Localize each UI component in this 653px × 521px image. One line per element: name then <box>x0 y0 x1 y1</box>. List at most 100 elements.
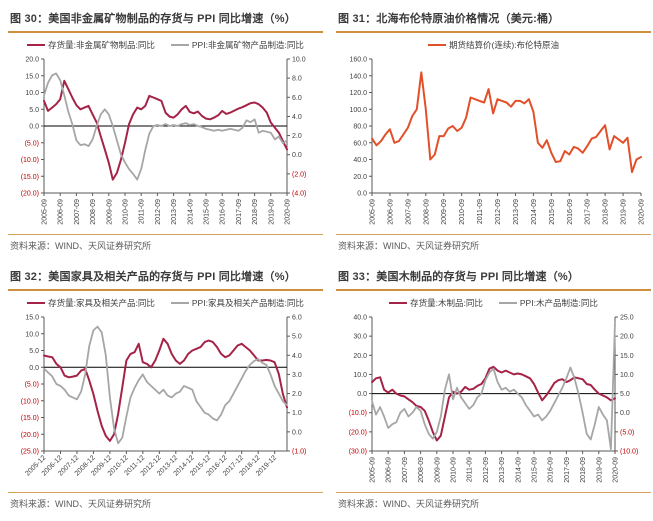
chart-legend: 期货结算价(连续):布伦特原油 <box>336 39 651 51</box>
svg-text:0.0: 0.0 <box>292 429 302 436</box>
svg-text:(10.0): (10.0) <box>21 157 39 164</box>
svg-text:2008-09: 2008-09 <box>90 199 97 225</box>
legend-dash-icon <box>27 301 46 305</box>
svg-text:(25.0): (25.0) <box>21 449 39 456</box>
svg-text:2012-09: 2012-09 <box>495 199 502 225</box>
data-source-note: 资料来源：WIND、天风证券研究所 <box>8 234 323 252</box>
svg-text:20.0: 20.0 <box>620 334 634 341</box>
svg-text:2013-09: 2013-09 <box>499 457 506 483</box>
line-chart-brent-oil-price: 160.0140.0120.0100.080.060.040.020.00.02… <box>349 57 646 225</box>
svg-text:2011-09: 2011-09 <box>467 457 474 482</box>
svg-text:2014-09: 2014-09 <box>515 457 522 483</box>
svg-text:(10.0): (10.0) <box>620 449 638 456</box>
svg-text:2015-09: 2015-09 <box>549 199 556 225</box>
chart-legend: 存货量:木制品:同比 PPI:木产品制造:同比 <box>336 297 651 309</box>
figure-title: 图 33：美国木制品的存货与 PPI 同比增速（%） <box>336 266 651 291</box>
legend-dash-icon <box>498 301 517 305</box>
figure-title: 图 32：美国家具及相关产品的存货与 PPI 同比增速（%） <box>8 266 323 291</box>
svg-text:2006-09: 2006-09 <box>386 457 393 483</box>
svg-text:2006-09: 2006-09 <box>58 199 65 225</box>
legend-label: PPI:非金属矿物产品制造:同比 <box>191 40 304 50</box>
svg-text:2017-09: 2017-09 <box>564 457 571 483</box>
svg-text:2006-09: 2006-09 <box>387 199 394 225</box>
svg-text:2016-09: 2016-09 <box>567 199 574 225</box>
legend-item: PPI:木产品制造:同比 <box>498 297 598 309</box>
legend-dash-icon <box>27 43 46 47</box>
svg-text:2007-09: 2007-09 <box>74 199 81 225</box>
svg-text:15.0: 15.0 <box>25 73 39 80</box>
svg-text:3.0: 3.0 <box>292 372 302 379</box>
svg-text:30.0: 30.0 <box>353 334 367 341</box>
line-chart-inventory-ppi-wood: 40.0 30.0 20.0 10.0 0.0 (10.0) (20.0) (30.0) 25.… <box>349 315 639 483</box>
svg-text:2018-09: 2018-09 <box>252 199 259 225</box>
svg-text:0.0: 0.0 <box>29 365 39 372</box>
svg-text:10.0: 10.0 <box>292 57 306 64</box>
legend-item: 期货结算价(连续):布伦特原油 <box>427 39 560 51</box>
svg-text:1.0: 1.0 <box>292 410 302 417</box>
svg-text:0.0: 0.0 <box>357 391 367 398</box>
svg-text:2020-09: 2020-09 <box>639 199 646 225</box>
svg-text:20.0: 20.0 <box>353 174 367 181</box>
legend-item: PPI:非金属矿物产品制造:同比 <box>170 39 304 51</box>
svg-text:2.0: 2.0 <box>292 133 302 140</box>
svg-text:5.0: 5.0 <box>29 348 39 355</box>
legend-label: 存货量:家具及相关产品:同比 <box>48 298 155 308</box>
svg-text:(10.0): (10.0) <box>21 398 39 405</box>
svg-text:5.0: 5.0 <box>292 334 302 341</box>
legend-item: PPI:家具及相关产品制造:同比 <box>170 297 304 309</box>
svg-text:(1.0): (1.0) <box>292 449 306 456</box>
svg-text:2013-09: 2013-09 <box>171 199 178 225</box>
svg-text:10.0: 10.0 <box>620 372 634 379</box>
svg-text:2010-09: 2010-09 <box>123 199 130 225</box>
svg-text:2012-09: 2012-09 <box>155 199 162 225</box>
svg-text:(20.0): (20.0) <box>21 432 39 439</box>
figure-panel-30: 图 30：美国非金属矿物制品的存货与 PPI 同比增速（%） 存货量:非金属矿物… <box>8 8 323 252</box>
svg-text:2.0: 2.0 <box>292 391 302 398</box>
svg-text:2007-09: 2007-09 <box>405 199 412 225</box>
data-source-note: 资料来源：WIND、天风证券研究所 <box>8 492 323 510</box>
svg-text:2013-09: 2013-09 <box>513 199 520 225</box>
svg-text:60.0: 60.0 <box>353 140 367 147</box>
svg-text:2008-09: 2008-09 <box>423 199 430 225</box>
svg-text:2019-09: 2019-09 <box>621 199 628 225</box>
svg-text:2015-09: 2015-09 <box>204 199 211 225</box>
legend-label: 期货结算价(连续):布伦特原油 <box>448 40 560 50</box>
svg-text:10.0: 10.0 <box>25 331 39 338</box>
svg-text:4.0: 4.0 <box>292 114 302 121</box>
svg-text:20.0: 20.0 <box>353 353 367 360</box>
figure-title: 图 31：北海布伦特原油价格情况（美元:桶） <box>336 8 651 33</box>
svg-text:4.0: 4.0 <box>292 353 302 360</box>
svg-text:2009-09: 2009-09 <box>441 199 448 225</box>
svg-text:6.0: 6.0 <box>292 315 302 322</box>
svg-text:2011-09: 2011-09 <box>139 199 146 224</box>
legend-dash-icon <box>427 43 446 47</box>
svg-text:100.0: 100.0 <box>349 107 367 114</box>
svg-text:5.0: 5.0 <box>620 391 630 398</box>
svg-text:2017-09: 2017-09 <box>585 199 592 225</box>
data-source-note: 资料来源：WIND、天风证券研究所 <box>336 234 651 252</box>
svg-text:20.0: 20.0 <box>25 57 39 64</box>
legend-label: PPI:家具及相关产品制造:同比 <box>191 298 304 308</box>
svg-text:0.0: 0.0 <box>292 152 302 159</box>
svg-text:2005-09: 2005-09 <box>370 457 377 483</box>
svg-text:2016-09: 2016-09 <box>548 457 555 483</box>
svg-text:0.0: 0.0 <box>29 124 39 131</box>
svg-text:10.0: 10.0 <box>353 372 367 379</box>
legend-dash-icon <box>170 301 189 305</box>
svg-text:2008-09: 2008-09 <box>418 457 425 483</box>
svg-text:8.0: 8.0 <box>292 76 302 83</box>
svg-text:(15.0): (15.0) <box>21 415 39 422</box>
svg-text:2009-09: 2009-09 <box>434 457 441 483</box>
svg-text:2020-09: 2020-09 <box>285 199 292 225</box>
svg-text:25.0: 25.0 <box>620 315 634 322</box>
svg-text:2005-09: 2005-09 <box>370 199 377 225</box>
svg-text:140.0: 140.0 <box>349 73 367 80</box>
figure-grid: 图 30：美国非金属矿物制品的存货与 PPI 同比增速（%） 存货量:非金属矿物… <box>8 8 651 510</box>
svg-text:2018-09: 2018-09 <box>580 457 587 483</box>
svg-text:2009-09: 2009-09 <box>106 199 113 225</box>
chart-legend: 存货量:家具及相关产品:同比 PPI:家具及相关产品制造:同比 <box>8 297 323 309</box>
svg-text:0.0: 0.0 <box>357 191 367 198</box>
svg-text:(20.0): (20.0) <box>21 191 39 198</box>
svg-text:6.0: 6.0 <box>292 95 302 102</box>
svg-text:2007-09: 2007-09 <box>402 457 409 483</box>
